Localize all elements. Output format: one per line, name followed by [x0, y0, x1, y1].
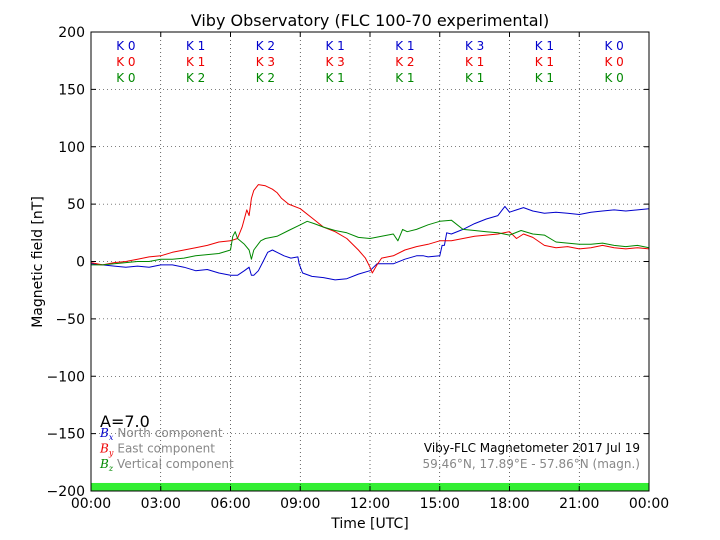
k-index-label: K 1 [325, 71, 344, 85]
k-index-label: K 1 [465, 55, 484, 69]
legend-symbol: B [99, 457, 109, 471]
y-tick-label: 50 [67, 197, 85, 213]
x-tick-label: 18:00 [489, 496, 529, 512]
k-index-label: K 1 [535, 55, 554, 69]
x-tick-label: 15:00 [420, 496, 460, 512]
legend-text: North component [117, 426, 223, 440]
k-index-label: K 3 [465, 39, 484, 53]
k-index-label: K 1 [395, 71, 414, 85]
legend-entry: By East component [99, 442, 215, 458]
k-index-label: K 3 [256, 55, 275, 69]
x-tick-label: 03:00 [141, 496, 181, 512]
x-axis-label: Time [UTC] [330, 516, 408, 532]
legend-subscript: z [108, 464, 114, 473]
legend-text: East component [117, 442, 215, 456]
a-index-label: A=7.0 [100, 412, 150, 431]
k-index-label: K 1 [465, 71, 484, 85]
k-index-label: K 1 [186, 55, 205, 69]
x-tick-label: 06:00 [210, 496, 250, 512]
k-index-label: K 0 [604, 55, 623, 69]
chart-title: Viby Observatory (FLC 100-70 experimenta… [191, 11, 550, 30]
series-line-vertical [91, 219, 650, 266]
k-index-label: K 0 [604, 39, 623, 53]
x-tick-label: 09:00 [280, 496, 320, 512]
y-tick-label: 100 [58, 140, 85, 156]
series-line-north [90, 205, 650, 281]
y-tick-label: −150 [47, 427, 85, 443]
k-index-label: K 1 [325, 39, 344, 53]
k-index-label: K 1 [186, 39, 205, 53]
magnetometer-info: Viby-FLC Magnetometer 2017 Jul 19 [424, 441, 640, 455]
y-tick-label: −100 [47, 369, 85, 385]
legend-subscript: x [109, 433, 114, 442]
k-index-label: K 3 [325, 55, 344, 69]
x-tick-label: 00:00 [71, 496, 111, 512]
k-index-label: K 2 [395, 55, 414, 69]
y-tick-label: −200 [47, 484, 85, 500]
y-tick-label: 0 [76, 255, 85, 271]
k-index-label: K 0 [604, 71, 623, 85]
y-axis-label: Magnetic field [nT] [30, 196, 46, 328]
k-index-label: K 1 [535, 39, 554, 53]
station-coordinates: 59.46°N, 17.89°E - 57.86°N (magn.) [423, 457, 640, 471]
y-tick-label: −50 [55, 312, 85, 328]
k-index-label: K 0 [116, 55, 135, 69]
legend-entry: Bx North component [99, 426, 223, 442]
k-index-label: K 2 [256, 71, 275, 85]
series-line-east [90, 184, 650, 274]
legend-text: Vertical component [117, 457, 234, 471]
y-tick-label: 200 [58, 25, 85, 41]
k-index-label: K 2 [186, 71, 205, 85]
legend-symbol: B [99, 442, 109, 456]
plot-area: 00:00 03:00 06:00 09:00 12:00 15:00 18:00 21:00… [47, 25, 670, 512]
k-index-label: K 1 [535, 71, 554, 85]
k-index-label: K 0 [116, 39, 135, 53]
k-index-label: K 2 [256, 39, 275, 53]
k-index-label: K 0 [116, 71, 135, 85]
x-tick-label: 00:00 [629, 496, 669, 512]
k-index-label: K 1 [395, 39, 414, 53]
y-tick-label: 150 [58, 82, 85, 98]
x-tick-label: 12:00 [350, 496, 390, 512]
legend-subscript: y [108, 449, 114, 458]
x-tick-label: 21:00 [559, 496, 599, 512]
legend-symbol: B [99, 426, 109, 440]
legend-entry: Bz Vertical component [99, 457, 234, 473]
